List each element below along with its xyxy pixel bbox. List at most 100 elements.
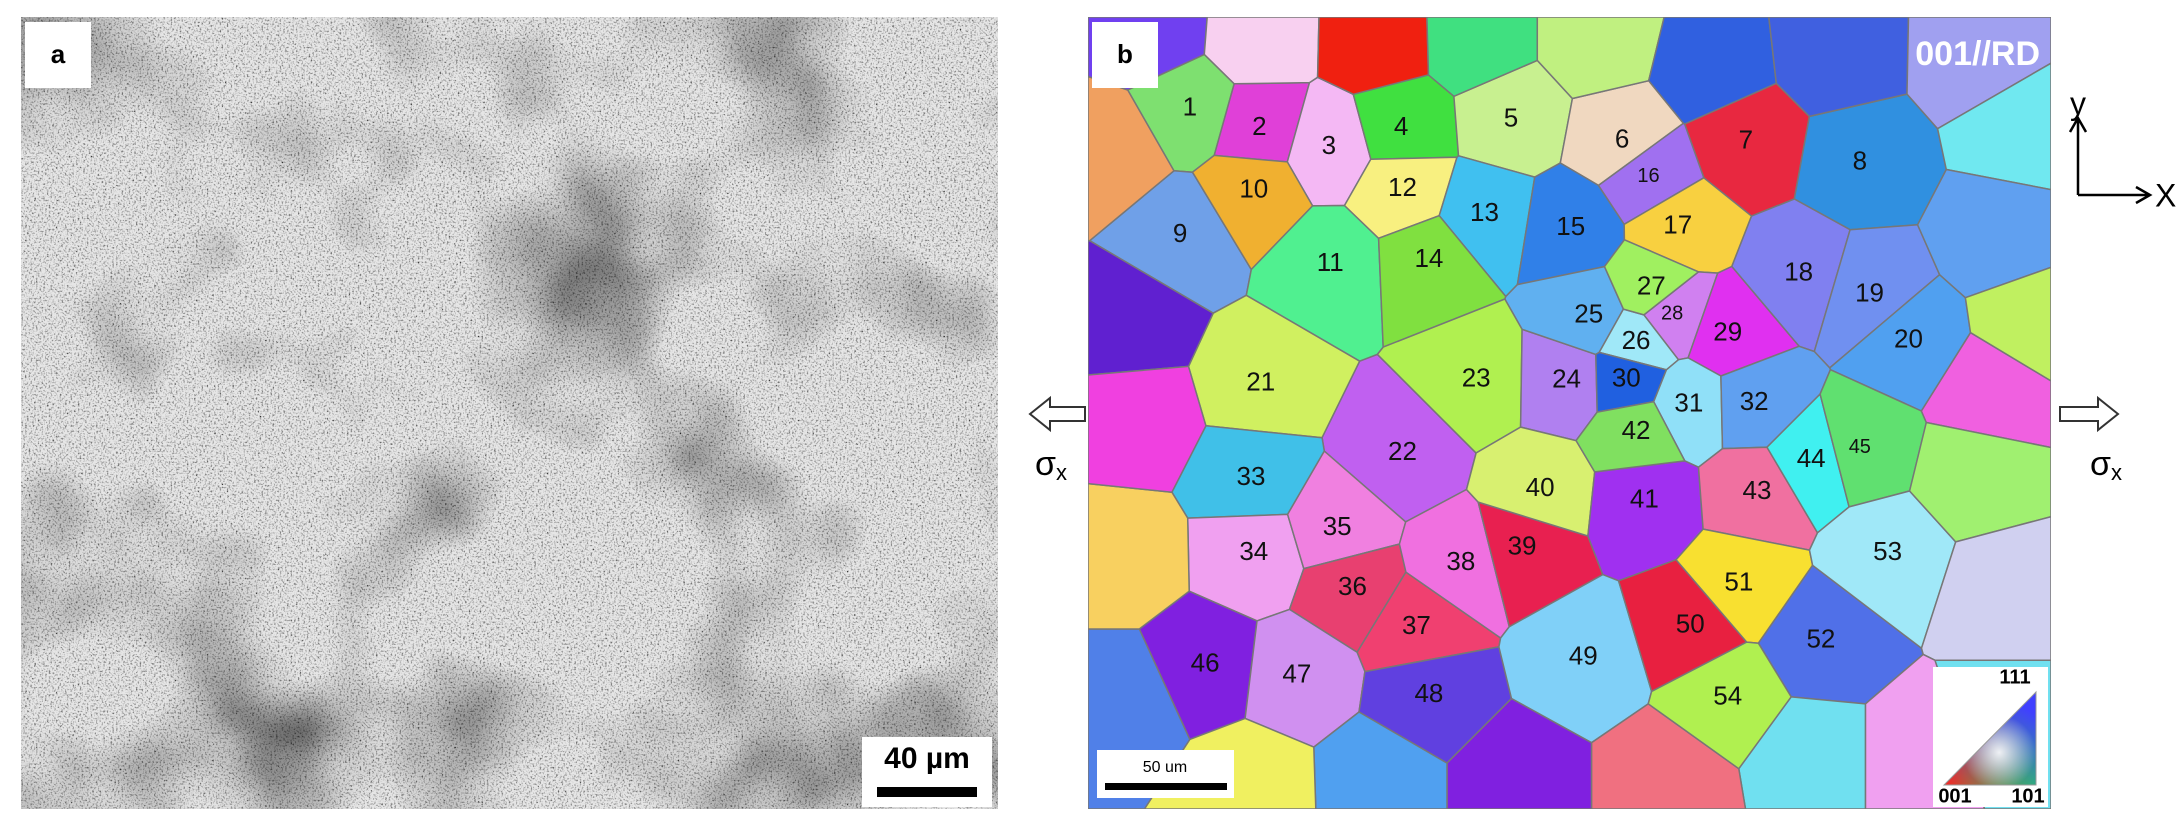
grain-number: 2 [1252, 111, 1266, 141]
stress-arrow [1028, 395, 1086, 433]
ipf-label: 001 [1938, 785, 1971, 807]
stress-arrow [2059, 395, 2120, 433]
scale-bar-label: 50 um [1143, 759, 1187, 776]
grain [1920, 331, 2051, 449]
grain [1738, 696, 1867, 809]
grain-number: 31 [1674, 387, 1703, 417]
stress-subscript: x [1056, 460, 1067, 485]
grain-number: 36 [1338, 571, 1367, 601]
grain [1191, 154, 1314, 271]
grain-number: 30 [1612, 362, 1641, 392]
grain-number: 54 [1713, 681, 1742, 711]
grain [1647, 17, 1778, 125]
grain-number: 45 [1849, 436, 1871, 458]
panel-label-box [1092, 22, 1158, 88]
grain-number: 39 [1508, 531, 1537, 561]
grain [1768, 17, 1910, 118]
scale-bar [1105, 783, 1227, 790]
scale-bar-label: 40 µm [884, 742, 970, 775]
grain-number: 19 [1855, 278, 1884, 308]
panel-label: a [51, 39, 66, 69]
axis-label: y [2070, 85, 2086, 121]
stress-label: σx [1035, 445, 1067, 485]
grain-number: 48 [1414, 678, 1443, 708]
grain [1203, 17, 1320, 85]
grain-number: 14 [1414, 243, 1443, 273]
grain-number: 21 [1246, 367, 1275, 397]
grain-number: 23 [1462, 362, 1491, 392]
grain-number: 40 [1526, 472, 1555, 502]
grain-number: 44 [1797, 443, 1826, 473]
grain-number: 8 [1853, 146, 1867, 176]
grain-number: 7 [1739, 125, 1753, 155]
stress-subscript: x [2111, 460, 2122, 485]
ipf-triangle-white [1942, 690, 2037, 786]
grain-number: 34 [1239, 536, 1268, 566]
stress-symbol: σ [2090, 445, 2111, 483]
grain-number: 51 [1724, 567, 1753, 597]
grain-number: 1 [1183, 91, 1197, 121]
grain-number: 24 [1552, 364, 1581, 394]
grain [1916, 168, 2051, 299]
grain-number: 16 [1637, 165, 1659, 187]
orientation-label: 001//RD [1915, 35, 2040, 73]
micrograph [21, 17, 998, 809]
grain [1575, 400, 1686, 473]
grain-number: 27 [1637, 271, 1666, 301]
axes-arrows [2068, 115, 2153, 205]
grain-number: 41 [1630, 483, 1659, 513]
stress-symbol: σ [1035, 445, 1056, 483]
grain [1088, 482, 1190, 630]
grain-number: 26 [1622, 325, 1651, 355]
grain-number: 53 [1873, 536, 1902, 566]
axis-label: X [2155, 177, 2176, 213]
grain-number: 28 [1661, 302, 1683, 324]
grain-number: 4 [1394, 111, 1408, 141]
grain-number: 9 [1173, 218, 1187, 248]
grain-number: 32 [1740, 386, 1769, 416]
grain-number: 52 [1806, 624, 1835, 654]
grain-number: 42 [1622, 415, 1651, 445]
grain-number: 13 [1470, 197, 1499, 227]
grain-number: 46 [1191, 647, 1220, 677]
grain-number: 37 [1402, 610, 1431, 640]
grain-number: 20 [1894, 323, 1923, 353]
grain [1088, 365, 1207, 493]
grain-number: 50 [1676, 608, 1705, 638]
grain [1908, 421, 2051, 543]
grain-number: 25 [1574, 298, 1603, 328]
grain-number: 3 [1322, 130, 1336, 160]
ipf-label: 101 [2011, 785, 2044, 807]
grain [1446, 697, 1593, 809]
grain-number: 43 [1742, 475, 1771, 505]
grain [1316, 17, 1430, 96]
ebsd-map [1088, 17, 2051, 809]
grain-number: 17 [1663, 209, 1692, 239]
grain-number: 15 [1556, 211, 1585, 241]
grain-number: 49 [1569, 640, 1598, 670]
scale-bar [877, 787, 977, 797]
grain-number: 29 [1713, 316, 1742, 346]
grain-number: 22 [1388, 436, 1417, 466]
grain-number: 10 [1239, 173, 1268, 203]
grain-number: 33 [1237, 461, 1266, 491]
grain-number: 35 [1323, 511, 1352, 541]
grain [1426, 17, 1539, 98]
grain [1597, 122, 1705, 226]
panel-label-box [25, 22, 91, 88]
grain-number: 6 [1615, 123, 1629, 153]
ipf-label: 111 [1999, 666, 2030, 688]
stress-label: σx [2090, 445, 2122, 485]
panel-label: b [1117, 39, 1133, 69]
grain [1590, 702, 1747, 809]
grain-number: 18 [1784, 257, 1813, 287]
grain-number: 38 [1446, 546, 1475, 576]
grain-number: 5 [1504, 102, 1518, 132]
grain [1313, 711, 1448, 809]
grain-number: 12 [1388, 172, 1417, 202]
grain [1536, 17, 1665, 100]
grain-number: 11 [1317, 247, 1344, 277]
grain-number: 47 [1282, 658, 1311, 688]
